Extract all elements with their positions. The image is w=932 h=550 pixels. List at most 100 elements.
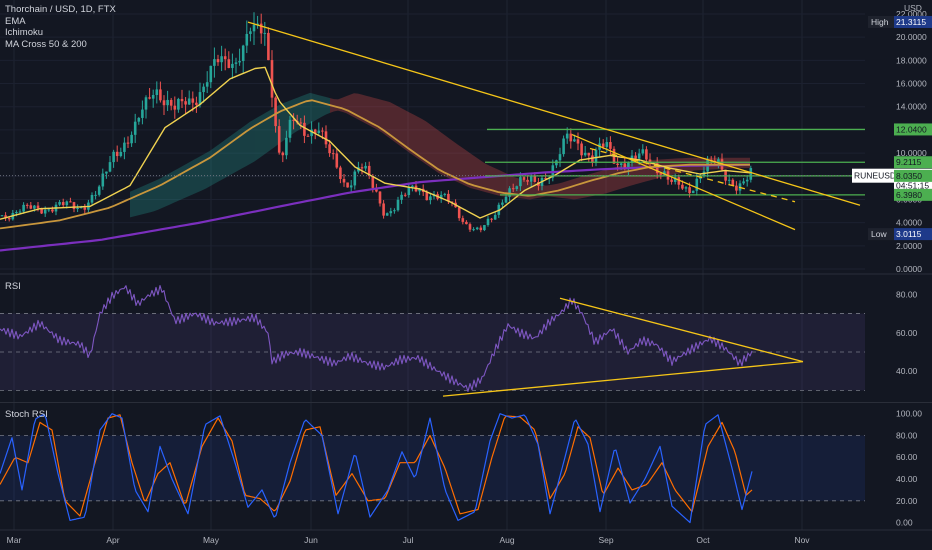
candle-body: [180, 98, 184, 102]
candle-body: [105, 171, 108, 174]
candle-body: [695, 178, 699, 191]
candle-body: [198, 92, 202, 105]
time-axis-label: Jul: [403, 535, 414, 545]
candle-body: [36, 205, 40, 209]
candle-body: [623, 163, 627, 170]
stoch-axis-tick: 0.00: [896, 518, 913, 528]
price-axis-tick: 4.0000: [896, 218, 922, 228]
ma200-line: [0, 163, 751, 252]
level-tag-value: 6.3980: [896, 190, 922, 200]
candle-body: [461, 218, 465, 222]
candle-body: [151, 95, 155, 99]
indicator-ema[interactable]: EMA: [5, 15, 26, 27]
price-tag-level: 6.3980: [894, 188, 932, 201]
candle-body: [573, 139, 576, 142]
candle-body: [213, 59, 216, 66]
candle-body: [364, 165, 367, 169]
stoch-axis-tick: 100.00: [896, 409, 922, 419]
candle-body: [483, 225, 486, 231]
candle-body: [321, 130, 324, 132]
candle-body: [234, 62, 238, 64]
candle-body: [94, 194, 97, 196]
candle-body: [18, 211, 22, 213]
candle-body: [490, 218, 493, 220]
price-tag-level: 8.0350: [894, 169, 932, 182]
candle-body: [688, 187, 691, 194]
time-axis-label: Apr: [106, 535, 119, 545]
candle-body: [335, 153, 339, 168]
candle-body: [447, 193, 450, 202]
low-tag-value: 3.0115: [896, 229, 922, 239]
candle-body: [0, 215, 4, 217]
candle-body: [339, 167, 342, 179]
candle-body: [731, 179, 735, 186]
candle-body: [317, 130, 321, 134]
high-tag-value-box: [894, 15, 932, 28]
stoch-axis-tick: 20.00: [896, 496, 918, 506]
indicator-ichimoku[interactable]: Ichimoku: [5, 27, 44, 38]
candle-body: [389, 211, 393, 214]
candle-body: [670, 179, 673, 182]
price-tag-high: High 21.3115: [868, 15, 932, 28]
candle-body: [468, 224, 472, 230]
time-axis-label: Nov: [794, 535, 810, 545]
candle-body: [673, 177, 677, 182]
candle-body: [187, 98, 191, 105]
high-tag-label: High: [871, 17, 889, 27]
candle-body: [274, 97, 277, 127]
rsi-axis-tick: 40.00: [896, 366, 918, 376]
candle-body: [472, 229, 475, 231]
candle-body: [382, 203, 385, 216]
candle-body: [83, 207, 87, 210]
level-tag-value: 8.0350: [896, 171, 922, 181]
candle-body: [313, 129, 317, 134]
candle-body: [526, 179, 529, 182]
candle-body: [173, 105, 177, 110]
candle-body: [735, 185, 738, 191]
candle-body: [684, 187, 688, 189]
candle-body: [493, 214, 497, 220]
candle-body: [177, 98, 180, 110]
candle-body: [367, 165, 371, 176]
time-axis-label: Oct: [696, 535, 710, 545]
candle-body: [565, 133, 569, 139]
candle-body: [717, 159, 720, 163]
candle-body: [15, 212, 18, 214]
level-tag-box: [894, 169, 932, 182]
candle-body: [504, 196, 508, 203]
candle-body: [205, 82, 209, 87]
candle-body: [328, 144, 331, 154]
candle-body: [115, 151, 119, 157]
countdown-timer: 04:51:15: [896, 181, 929, 191]
candle-body: [292, 119, 295, 121]
candle-body: [627, 162, 630, 170]
candle-body: [659, 173, 663, 175]
ma50-line: [0, 99, 750, 230]
candle-body: [61, 202, 65, 206]
indicator-ma-cross[interactable]: MA Cross 50 & 200: [5, 38, 87, 50]
candle-body: [457, 207, 461, 219]
candle-body: [580, 143, 583, 156]
candle-body: [331, 153, 335, 155]
candle-body: [310, 129, 313, 137]
stoch-k-line: [0, 413, 753, 524]
candle-body: [558, 154, 562, 161]
candle-body: [465, 221, 468, 225]
candle-body: [133, 121, 137, 135]
candle-body: [583, 152, 587, 156]
candle-body: [169, 99, 173, 106]
candle-body: [443, 193, 447, 195]
candle-body: [511, 188, 515, 190]
candle-body: [166, 99, 169, 106]
candle-body: [634, 155, 637, 159]
candle-body: [375, 187, 378, 192]
candle-body: [569, 133, 573, 142]
main-trendline: [589, 147, 796, 203]
candle-body: [76, 207, 79, 210]
low-tag-label-box: [868, 228, 894, 241]
candle-body: [47, 209, 51, 211]
time-axis-label: Mar: [7, 535, 22, 545]
candle-body: [655, 163, 659, 174]
rsi-axis-tick: 80.00: [896, 289, 918, 299]
